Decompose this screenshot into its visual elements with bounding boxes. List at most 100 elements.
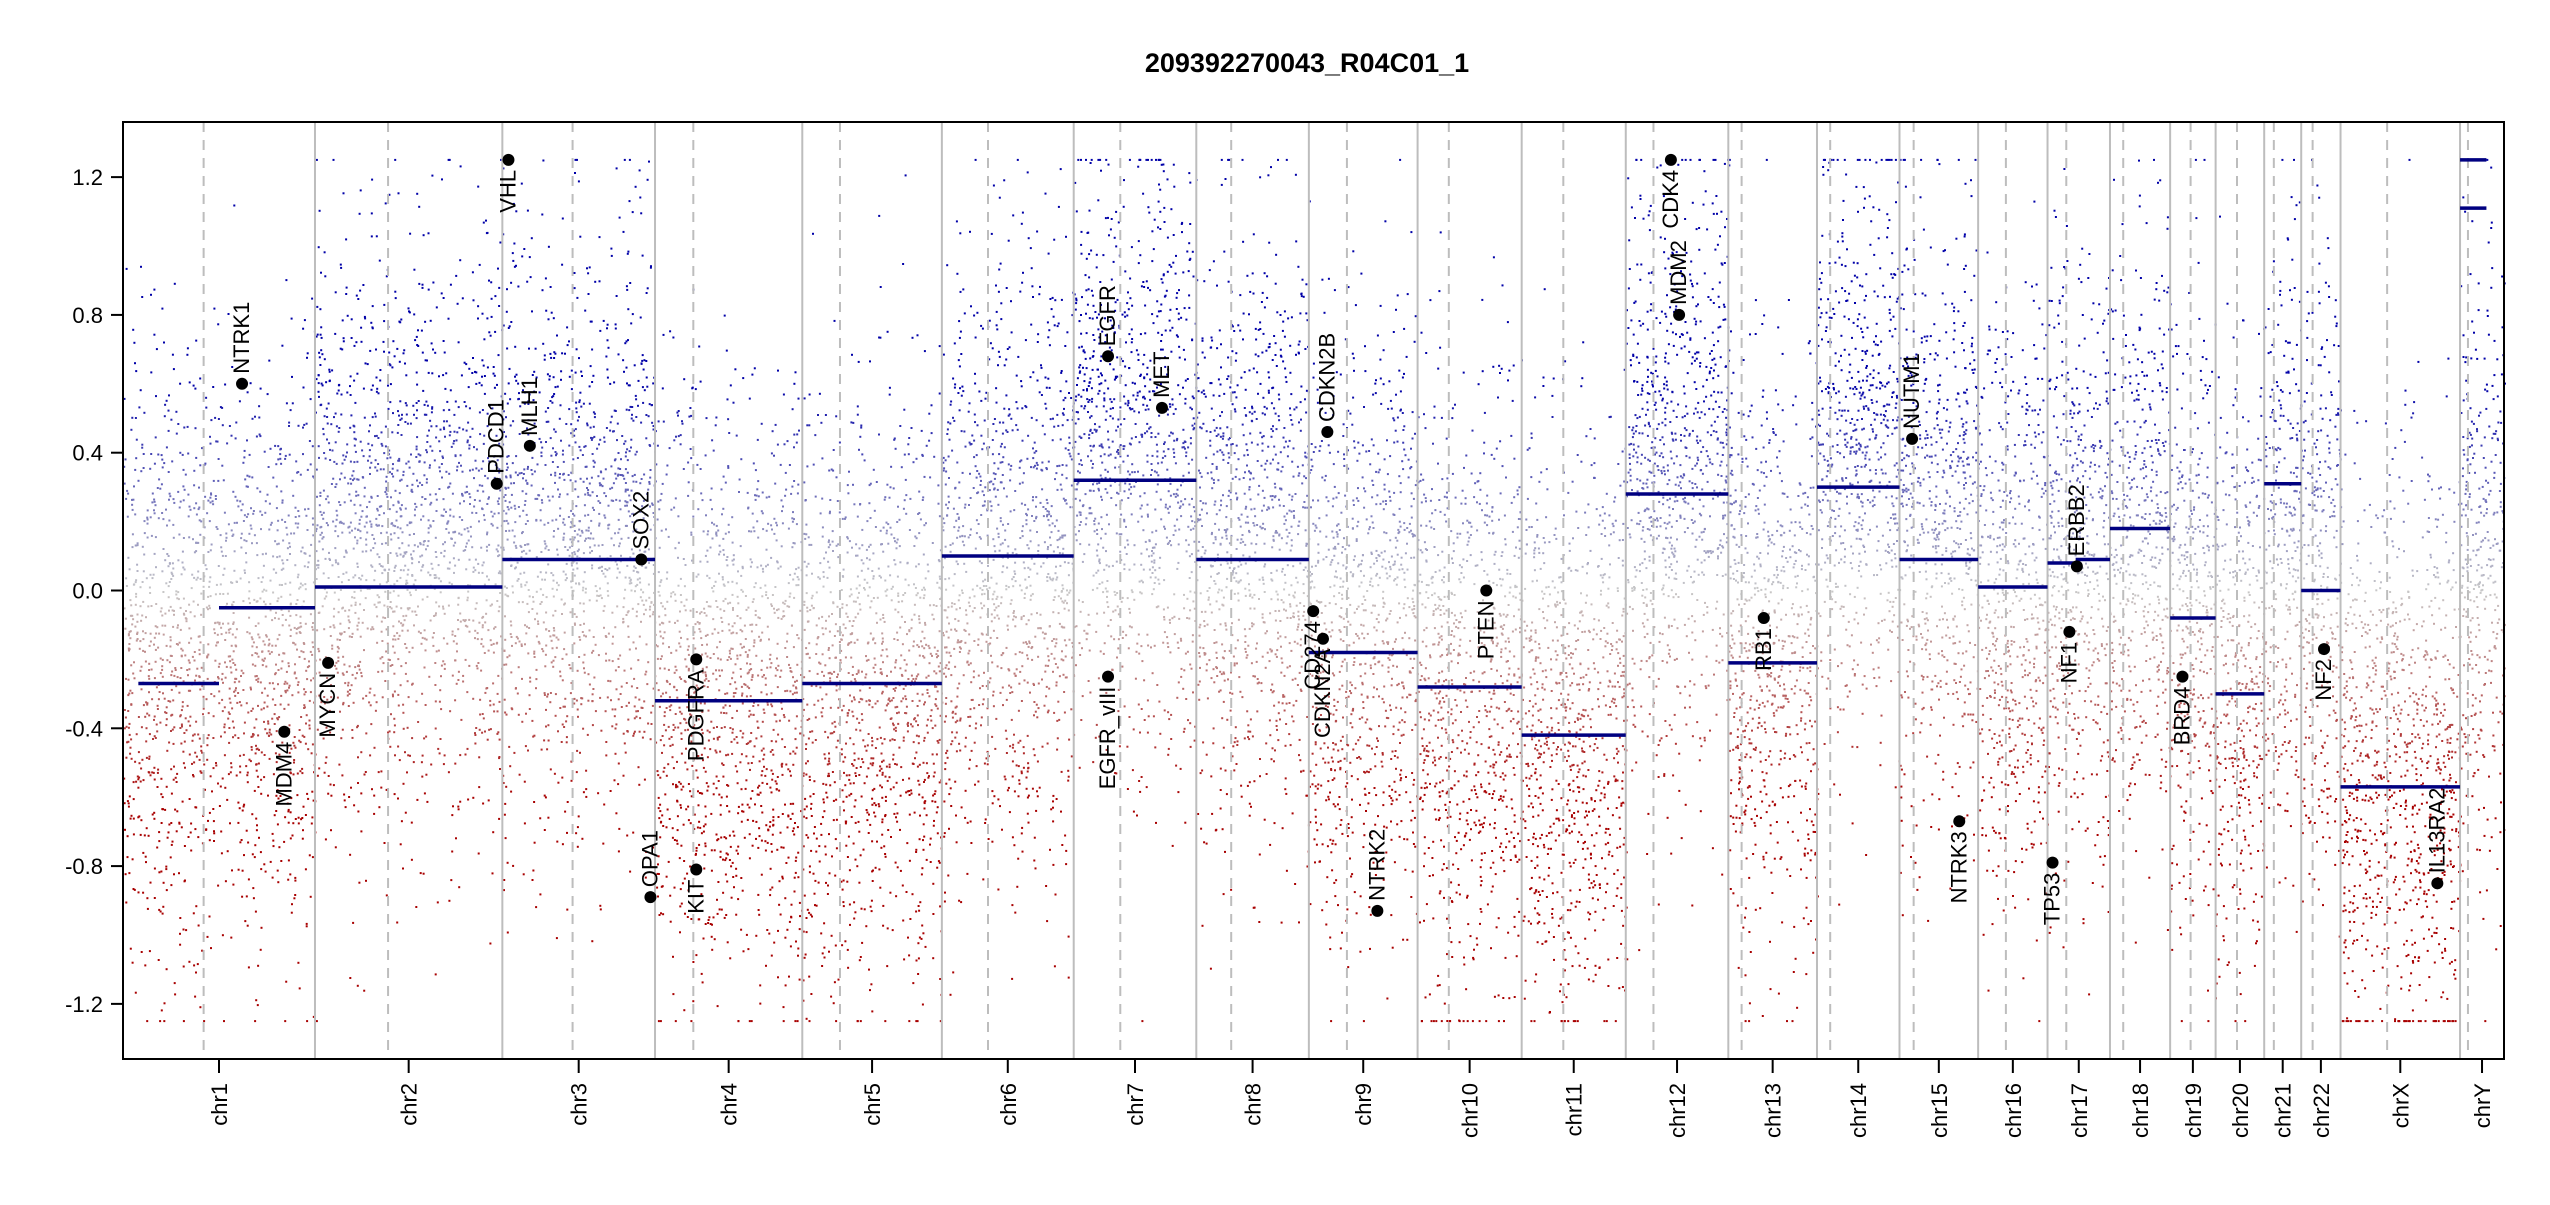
probe-dot (573, 574, 576, 577)
probe-dot (523, 401, 526, 404)
probe-dot (440, 664, 443, 667)
probe-dot (149, 632, 152, 635)
probe-dot (242, 461, 245, 464)
probe-dot (349, 426, 352, 429)
probe-dot (182, 499, 185, 502)
probe-dot (303, 657, 306, 660)
probe-dot (435, 612, 437, 615)
probe-dot (767, 522, 770, 525)
probe-dot (505, 512, 508, 515)
probe-dot (700, 492, 703, 495)
probe-dot (422, 564, 425, 567)
probe-dot (710, 487, 713, 490)
probe-dot (561, 263, 564, 266)
probe-dot (723, 584, 726, 587)
probe-dot (569, 692, 572, 695)
probe-dot (457, 628, 460, 631)
probe-dot (703, 607, 706, 610)
probe-dot (715, 775, 718, 778)
probe-dot (312, 523, 314, 526)
probe-dot (756, 566, 759, 569)
probe-dot (319, 364, 322, 366)
probe-dot (693, 631, 696, 634)
probe-dot (129, 947, 132, 950)
probe-dot (731, 580, 734, 583)
probe-dot (722, 583, 725, 586)
probe-dot (432, 632, 435, 634)
probe-dot (758, 617, 761, 620)
probe-dot (169, 645, 172, 648)
probe-dot (266, 393, 269, 396)
probe-dot (611, 611, 614, 614)
probe-dot (397, 459, 400, 462)
probe-dot (652, 564, 655, 566)
probe-dot (627, 308, 630, 311)
probe-dot (349, 477, 352, 480)
probe-dot (525, 513, 528, 516)
probe-dot (620, 706, 623, 708)
probe-dot (130, 428, 133, 431)
probe-dot (319, 404, 322, 407)
probe-dot (777, 976, 779, 979)
probe-dot (329, 731, 332, 734)
probe-dot (347, 579, 350, 581)
probe-dot (576, 296, 579, 299)
probe-dot (777, 664, 780, 667)
probe-dot (640, 212, 643, 215)
probe-dot (776, 848, 779, 851)
probe-dot (324, 275, 327, 278)
probe-dot (570, 388, 573, 391)
probe-dot (492, 831, 495, 834)
probe-dot (488, 543, 491, 546)
probe-dot (591, 506, 594, 509)
probe-dot (445, 510, 447, 513)
probe-dot (323, 415, 326, 418)
probe-dot (347, 684, 350, 687)
probe-dot (224, 676, 227, 679)
probe-dot (761, 770, 764, 773)
probe-dot (325, 407, 328, 410)
probe-dot (234, 644, 237, 647)
probe-dot (661, 482, 664, 485)
probe-dot (434, 351, 437, 354)
probe-dot (490, 643, 493, 646)
probe-dot (145, 861, 147, 864)
probe-dot (142, 467, 145, 469)
probe-dot (254, 910, 257, 913)
probe-dot (249, 686, 252, 689)
probe-dot (322, 517, 325, 520)
probe-dot (246, 774, 249, 777)
probe-dot (555, 452, 558, 455)
probe-dot (389, 552, 392, 554)
probe-dot (435, 556, 438, 558)
probe-dot (238, 680, 241, 683)
probe-dot (486, 738, 489, 741)
probe-dot (228, 741, 231, 744)
probe-dot (417, 345, 420, 347)
probe-dot (637, 766, 640, 769)
probe-dot (480, 638, 483, 641)
probe-dot (510, 281, 513, 284)
probe-dot (551, 647, 554, 650)
probe-dot (397, 192, 400, 195)
probe-dot (217, 665, 220, 668)
probe-dot (545, 628, 548, 631)
probe-dot (628, 450, 631, 453)
probe-dot (157, 453, 160, 456)
probe-dot (275, 463, 278, 466)
probe-dot (224, 880, 227, 883)
probe-dot (717, 838, 720, 841)
probe-dot (473, 477, 475, 480)
probe-dot (441, 178, 443, 181)
probe-dot (262, 640, 265, 643)
probe-dot (428, 466, 431, 469)
probe-dot (705, 666, 708, 669)
probe-dot (179, 727, 182, 729)
probe-dot (751, 512, 754, 515)
probe-dot (131, 508, 134, 511)
probe-dot (746, 653, 749, 656)
probe-dot (398, 457, 401, 460)
probe-dot (372, 628, 375, 631)
probe-dot (170, 730, 172, 732)
probe-dot (150, 534, 153, 537)
